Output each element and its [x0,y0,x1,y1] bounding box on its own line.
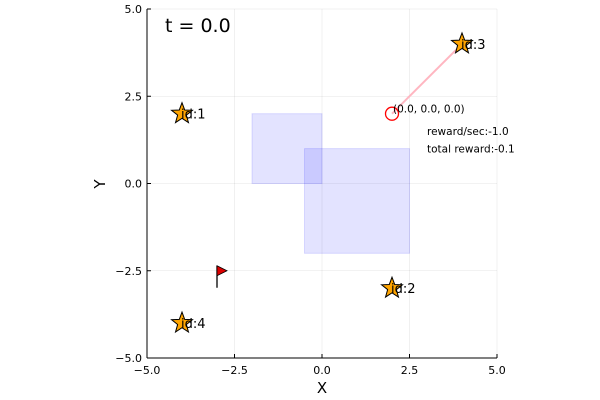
agent-marker [384,106,400,121]
ticks: −5.0 −2.5 0.0 2.5 5.0 −5.0 −2.5 0.0 2.5 5.0 [115,3,505,377]
target-label: id:4 [181,317,206,332]
obstacles [251,113,410,254]
x-tick-label: −5.0 [134,364,161,377]
y-tick-label: 2.5 [125,90,143,103]
target-star-marker [450,31,474,54]
x-tick-label: 5.0 [488,364,506,377]
reward-annotation: total reward:-0.1 [427,144,515,156]
target-label: id:1 [181,108,206,123]
target-star-marker [380,275,404,299]
y-axis-label: Y [91,179,109,190]
y-tick-label: 5.0 [125,3,143,16]
agent-target-link [391,43,463,115]
x-tick-label: 0.0 [313,364,331,377]
x-axis-label: X [317,379,327,397]
target-label: id:2 [391,282,416,297]
x-tick-label: 2.5 [401,364,419,377]
target-label: id:3 [461,38,486,53]
y-tick-label: −2.5 [115,265,142,278]
target-star-marker [170,310,194,334]
x-tick-label: −2.5 [221,364,248,377]
markers [170,31,474,334]
agent-state-label: (0.0, 0.0, 0.0) [393,104,465,116]
annotations: id:1 id:2 id:3 id:4 (0.0, 0.0, 0.0) reward/se… [181,38,515,332]
time-label: t = 0.0 [165,15,231,37]
y-tick-label: 0.0 [125,178,143,191]
goal-flag-marker [216,265,228,277]
target-star-marker [170,101,194,124]
reward-annotation: reward/sec:-1.0 [427,126,509,138]
y-tick-label: −5.0 [115,352,142,365]
agent-links [391,43,463,115]
obstacle-rect [304,148,410,254]
obstacle-rect [251,113,323,184]
